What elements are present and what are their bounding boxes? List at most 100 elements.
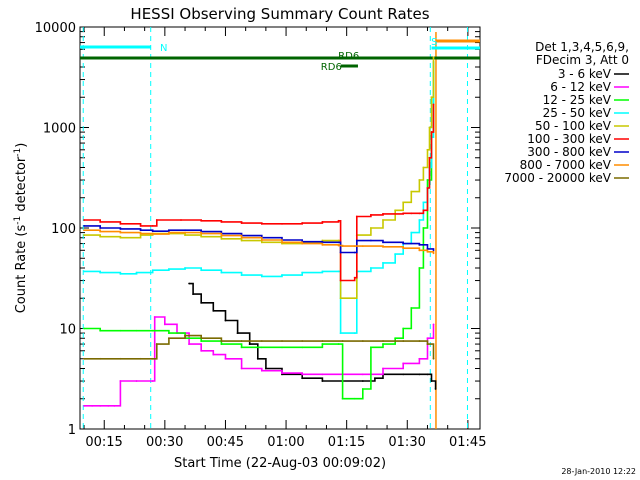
- data-point: [119, 357, 122, 360]
- data-point: [240, 274, 243, 276]
- x-tick-label: 00:15: [85, 435, 122, 450]
- data-point: [353, 397, 356, 400]
- y-tick-label: 1000: [43, 122, 76, 137]
- data-point: [402, 247, 405, 250]
- data-point: [200, 301, 203, 304]
- data-point: [353, 297, 356, 300]
- chart-title: HESSI Observing Summary Count Rates: [130, 5, 429, 23]
- data-point: [361, 245, 364, 248]
- data-point: [321, 343, 324, 345]
- flag-label: RD6: [321, 62, 342, 73]
- data-point: [426, 247, 429, 250]
- data-point: [184, 229, 186, 232]
- data-point: [339, 332, 342, 334]
- data-point: [394, 209, 397, 212]
- data-point: [337, 270, 340, 273]
- data-point: [200, 340, 203, 342]
- data-point: [220, 220, 223, 223]
- data-point: [139, 224, 142, 227]
- data-point: [337, 219, 340, 222]
- legend-label: 6 - 12 keV: [550, 80, 612, 94]
- data-point: [151, 230, 154, 233]
- data-point: [83, 234, 85, 236]
- x-tick-label: 01:15: [328, 435, 365, 450]
- data-point: [119, 227, 122, 230]
- series-lines: [83, 56, 437, 407]
- data-point: [382, 340, 384, 342]
- data-point: [83, 404, 85, 407]
- data-point: [339, 279, 342, 282]
- data-point: [248, 343, 251, 345]
- data-point: [167, 268, 170, 270]
- data-point: [432, 103, 435, 106]
- data-point: [107, 404, 110, 407]
- data-point: [434, 388, 437, 390]
- data-point: [99, 230, 102, 233]
- data-point: [430, 380, 433, 382]
- y-axis-label-main: Count Rate (s: [14, 225, 29, 314]
- data-point: [260, 239, 263, 241]
- data-point: [321, 243, 324, 246]
- data-point: [220, 343, 223, 345]
- data-point: [155, 219, 158, 221]
- data-point: [370, 214, 372, 216]
- data-point: [301, 377, 304, 380]
- series-line-5: [84, 104, 435, 282]
- data-point: [370, 267, 372, 269]
- data-point: [341, 340, 344, 342]
- data-point: [382, 261, 384, 264]
- data-point: [281, 242, 283, 245]
- data-point: [91, 404, 94, 407]
- data-point: [113, 404, 116, 407]
- data-point: [321, 241, 324, 244]
- y-tick-label: 10: [59, 323, 76, 338]
- data-point: [394, 253, 397, 255]
- data-point: [339, 297, 342, 300]
- data-point: [240, 239, 243, 242]
- data-point: [200, 349, 203, 352]
- data-point: [428, 126, 431, 129]
- y-tick-labels: 1 10 100 1000 10000: [35, 21, 76, 438]
- data-point: [180, 219, 182, 221]
- legend-label: 300 - 800 keV: [527, 145, 611, 159]
- data-point: [151, 380, 154, 382]
- data-point: [260, 222, 263, 225]
- data-point: [151, 233, 154, 235]
- data-point: [402, 242, 405, 245]
- data-point: [119, 236, 122, 239]
- data-point: [428, 156, 431, 159]
- data-point: [418, 212, 421, 215]
- x-tick-label: 00:30: [146, 435, 183, 450]
- data-point: [301, 346, 304, 349]
- y-axis-label: Count Rate (s-1 detector-1): [13, 143, 29, 314]
- data-point: [135, 380, 138, 382]
- data-point: [224, 357, 227, 360]
- data-point: [410, 231, 413, 234]
- data-point: [426, 187, 429, 189]
- data-point: [167, 229, 170, 232]
- data-point: [220, 237, 223, 240]
- data-point: [301, 340, 304, 342]
- data-point: [264, 367, 267, 370]
- data-point: [422, 201, 425, 204]
- y-axis-label-sup2: -1: [13, 148, 23, 157]
- legend-label: 7000 - 20000 keV: [504, 171, 611, 185]
- data-point: [382, 219, 384, 221]
- series-line-7: [84, 229, 435, 254]
- x-tick-label: 00:45: [207, 435, 244, 450]
- data-point: [135, 329, 138, 332]
- data-point: [139, 234, 142, 236]
- data-point: [135, 271, 138, 274]
- data-point: [240, 340, 243, 342]
- data-point: [281, 274, 283, 276]
- data-point: [240, 367, 243, 370]
- data-point: [281, 372, 283, 374]
- data-point: [341, 245, 344, 248]
- legend-header-line1: Det 1,3,4,5,6,9,: [535, 40, 629, 54]
- data-point: [321, 380, 324, 382]
- data-point: [432, 56, 435, 59]
- x-tick-labels: 00:15 00:30 00:45 01:00 01:15 01:30 01:45: [85, 435, 486, 450]
- legend-label: 25 - 50 keV: [543, 106, 612, 120]
- data-point: [432, 323, 435, 326]
- data-point: [339, 251, 342, 254]
